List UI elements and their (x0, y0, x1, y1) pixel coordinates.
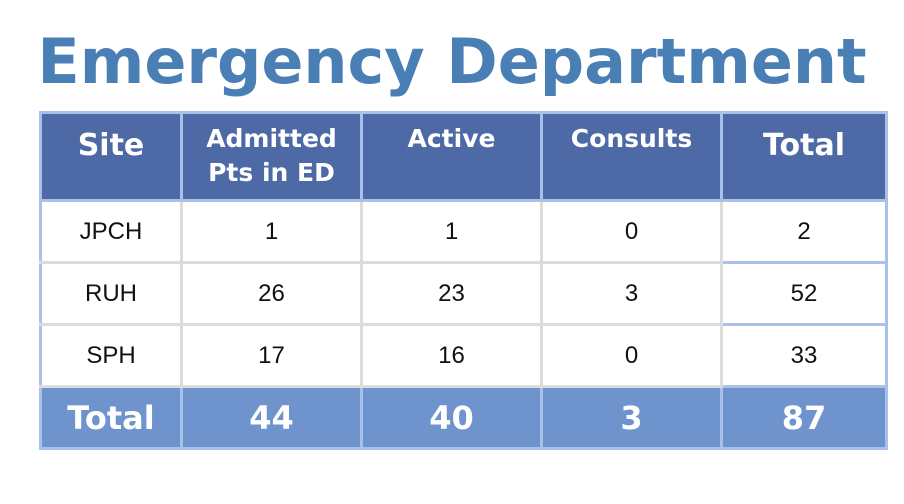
cell-active: 16 (360, 323, 543, 388)
cell-admitted: 17 (180, 323, 363, 388)
header-active: Active (360, 111, 543, 202)
header-site: Site (39, 111, 183, 202)
totals-admitted: 44 (180, 385, 363, 450)
table-row: JPCH 1 1 0 2 (39, 199, 888, 264)
table-footer: Total 44 40 3 87 (39, 385, 888, 450)
cell-total: 52 (720, 261, 888, 326)
table-header: Site Admitted Pts in ED Active Consults … (39, 111, 888, 202)
table-body: JPCH 1 1 0 2 RUH 26 23 3 52 SPH 17 16 0 … (39, 199, 888, 388)
header-row: Site Admitted Pts in ED Active Consults … (39, 111, 888, 202)
header-total: Total (720, 111, 888, 202)
cell-site: SPH (39, 323, 183, 388)
header-consults: Consults (540, 111, 723, 202)
header-admitted-line1: Admitted (206, 124, 337, 153)
cell-admitted: 26 (180, 261, 363, 326)
cell-total: 33 (720, 323, 888, 388)
totals-total: 87 (720, 385, 888, 450)
cell-site: RUH (39, 261, 183, 326)
totals-row: Total 44 40 3 87 (39, 385, 888, 450)
header-admitted-line2: Pts in ED (208, 158, 335, 187)
totals-consults: 3 (540, 385, 723, 450)
table-row: RUH 26 23 3 52 (39, 261, 888, 326)
header-admitted: Admitted Pts in ED (180, 111, 363, 202)
cell-active: 23 (360, 261, 543, 326)
cell-consults: 0 (540, 323, 723, 388)
census-table: Site Admitted Pts in ED Active Consults … (39, 111, 888, 450)
cell-admitted: 1 (180, 199, 363, 264)
cell-consults: 0 (540, 199, 723, 264)
cell-total: 2 (720, 199, 888, 264)
page-title: Emergency Department (37, 25, 867, 98)
totals-active: 40 (360, 385, 543, 450)
table-row: SPH 17 16 0 33 (39, 323, 888, 388)
cell-consults: 3 (540, 261, 723, 326)
cell-active: 1 (360, 199, 543, 264)
cell-site: JPCH (39, 199, 183, 264)
totals-label: Total (39, 385, 183, 450)
